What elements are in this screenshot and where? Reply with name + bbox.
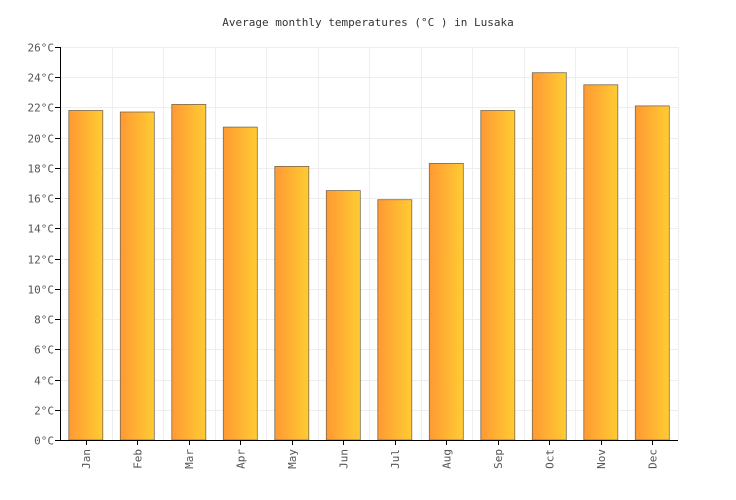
y-tick-label: 20°C	[28, 133, 55, 146]
y-tick-label: 18°C	[28, 163, 55, 176]
x-tick-label: Apr	[234, 449, 247, 469]
y-tick-label: 26°C	[28, 42, 55, 55]
bar-sep	[480, 110, 516, 441]
bar-dec	[634, 105, 670, 441]
y-tick-label: 10°C	[28, 284, 55, 297]
y-tick-label: 14°C	[28, 223, 55, 236]
bar-aug	[428, 162, 464, 441]
x-tick-label: May	[286, 449, 299, 469]
bar-feb	[119, 111, 155, 441]
bar-mar	[171, 104, 207, 441]
y-tick-label: 24°C	[28, 72, 55, 85]
bar-jan	[68, 110, 104, 441]
x-tick-label: Jun	[337, 449, 350, 469]
bars	[68, 72, 670, 441]
y-tick-label: 12°C	[28, 254, 55, 267]
gridlines	[60, 47, 679, 441]
x-tick-label: Nov	[595, 449, 608, 469]
x-tick-label: Mar	[183, 449, 196, 469]
axes	[55, 47, 678, 445]
x-tick-label: Feb	[131, 449, 144, 469]
bar-oct	[531, 72, 567, 441]
y-tick-label: 4°C	[34, 375, 54, 388]
y-tick-label: 2°C	[34, 405, 54, 418]
y-tick-label: 22°C	[28, 102, 55, 115]
x-tick-label: Aug	[440, 449, 453, 469]
y-tick-label: 8°C	[34, 314, 54, 327]
bar-jul	[377, 199, 413, 441]
x-tick-label: Sep	[492, 449, 505, 469]
y-tick-label: 0°C	[34, 435, 54, 448]
x-tick-label: Jul	[389, 449, 402, 469]
bar-nov	[583, 84, 619, 441]
x-tick-label: Jan	[80, 449, 93, 469]
tick-labels: 0°C 2°C 4°C 6°C 8°C 10°C 12°C 14°C 16°C 18°C 20°C 2…	[28, 42, 660, 469]
x-tick-label: Dec	[646, 449, 659, 469]
bar-apr	[222, 126, 258, 441]
x-tick-label: Oct	[543, 449, 556, 469]
bar-jun	[325, 190, 361, 441]
bar-may	[274, 165, 310, 441]
y-tick-label: 6°C	[34, 344, 54, 357]
chart-title: Average monthly temperatures (°C ) in Lu…	[222, 16, 514, 29]
y-tick-label: 16°C	[28, 193, 55, 206]
